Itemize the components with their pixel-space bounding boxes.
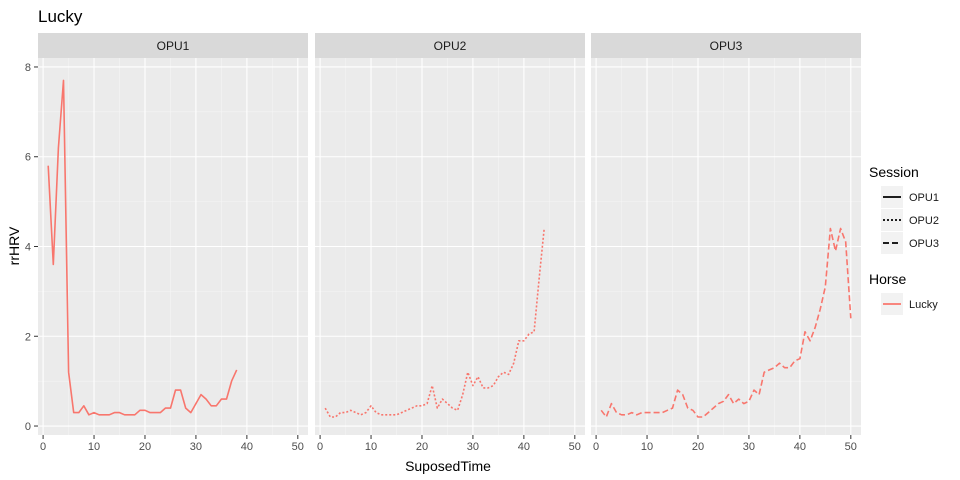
x-tick-label: 20 bbox=[139, 441, 151, 453]
x-tick-label: 30 bbox=[467, 441, 479, 453]
legend-label: OPU1 bbox=[909, 192, 939, 204]
legend-title: Horse bbox=[869, 271, 907, 287]
x-tick-label: 10 bbox=[365, 441, 377, 453]
x-tick-label: 0 bbox=[593, 441, 599, 453]
series-line-opu1 bbox=[47, 79, 238, 416]
panel-opu2: OPU2 0 10 20 30 40 50 bbox=[315, 33, 585, 453]
x-tick-label: 30 bbox=[190, 441, 202, 453]
x-tick-label: 0 bbox=[317, 441, 323, 453]
x-tick-label: 50 bbox=[569, 441, 581, 453]
legend-label: OPU2 bbox=[909, 215, 939, 227]
x-tick-label: 40 bbox=[241, 441, 253, 453]
legend-title: Session bbox=[869, 164, 919, 180]
x-tick-label: 20 bbox=[692, 441, 704, 453]
facet-strip-label: OPU3 bbox=[710, 39, 743, 53]
facet-strip bbox=[591, 33, 861, 58]
facet-strip-label: OPU1 bbox=[157, 39, 190, 53]
x-tick-label: 20 bbox=[416, 441, 428, 453]
y-tick-label: 2 bbox=[25, 331, 31, 343]
x-tick-label: 10 bbox=[641, 441, 653, 453]
facet-strip bbox=[38, 33, 308, 58]
legend-label: Lucky bbox=[909, 299, 938, 311]
y-tick-label: 6 bbox=[25, 152, 31, 164]
legend-label: OPU3 bbox=[909, 238, 939, 250]
x-tick-label: 30 bbox=[743, 441, 755, 453]
series-line-opu2 bbox=[324, 228, 545, 418]
x-tick-label: 40 bbox=[518, 441, 530, 453]
facet-strip bbox=[315, 33, 585, 58]
x-tick-label: 10 bbox=[88, 441, 100, 453]
x-tick-label: 0 bbox=[40, 441, 46, 453]
panels: OPU1 0 10 20 30 40 50 0 2 4 6 8 OPU2 0 10 20 30 40 50 OPU3 0… bbox=[25, 33, 861, 453]
y-tick-label: 4 bbox=[25, 242, 31, 254]
chart-title: Lucky bbox=[38, 7, 83, 26]
series-line-opu3 bbox=[600, 227, 852, 418]
y-tick-label: 0 bbox=[25, 421, 31, 433]
facet-strip-label: OPU2 bbox=[434, 39, 467, 53]
y-tick-label: 8 bbox=[25, 62, 31, 74]
panel-opu1: OPU1 0 10 20 30 40 50 0 2 4 6 8 bbox=[25, 33, 308, 453]
x-tick-label: 50 bbox=[292, 441, 304, 453]
y-axis-label: rrHRV bbox=[6, 226, 22, 265]
x-tick-label: 40 bbox=[794, 441, 806, 453]
x-tick-label: 50 bbox=[845, 441, 857, 453]
panel-opu3: OPU3 0 10 20 30 40 50 bbox=[591, 33, 861, 453]
x-axis-label: SuposedTime bbox=[405, 458, 491, 474]
